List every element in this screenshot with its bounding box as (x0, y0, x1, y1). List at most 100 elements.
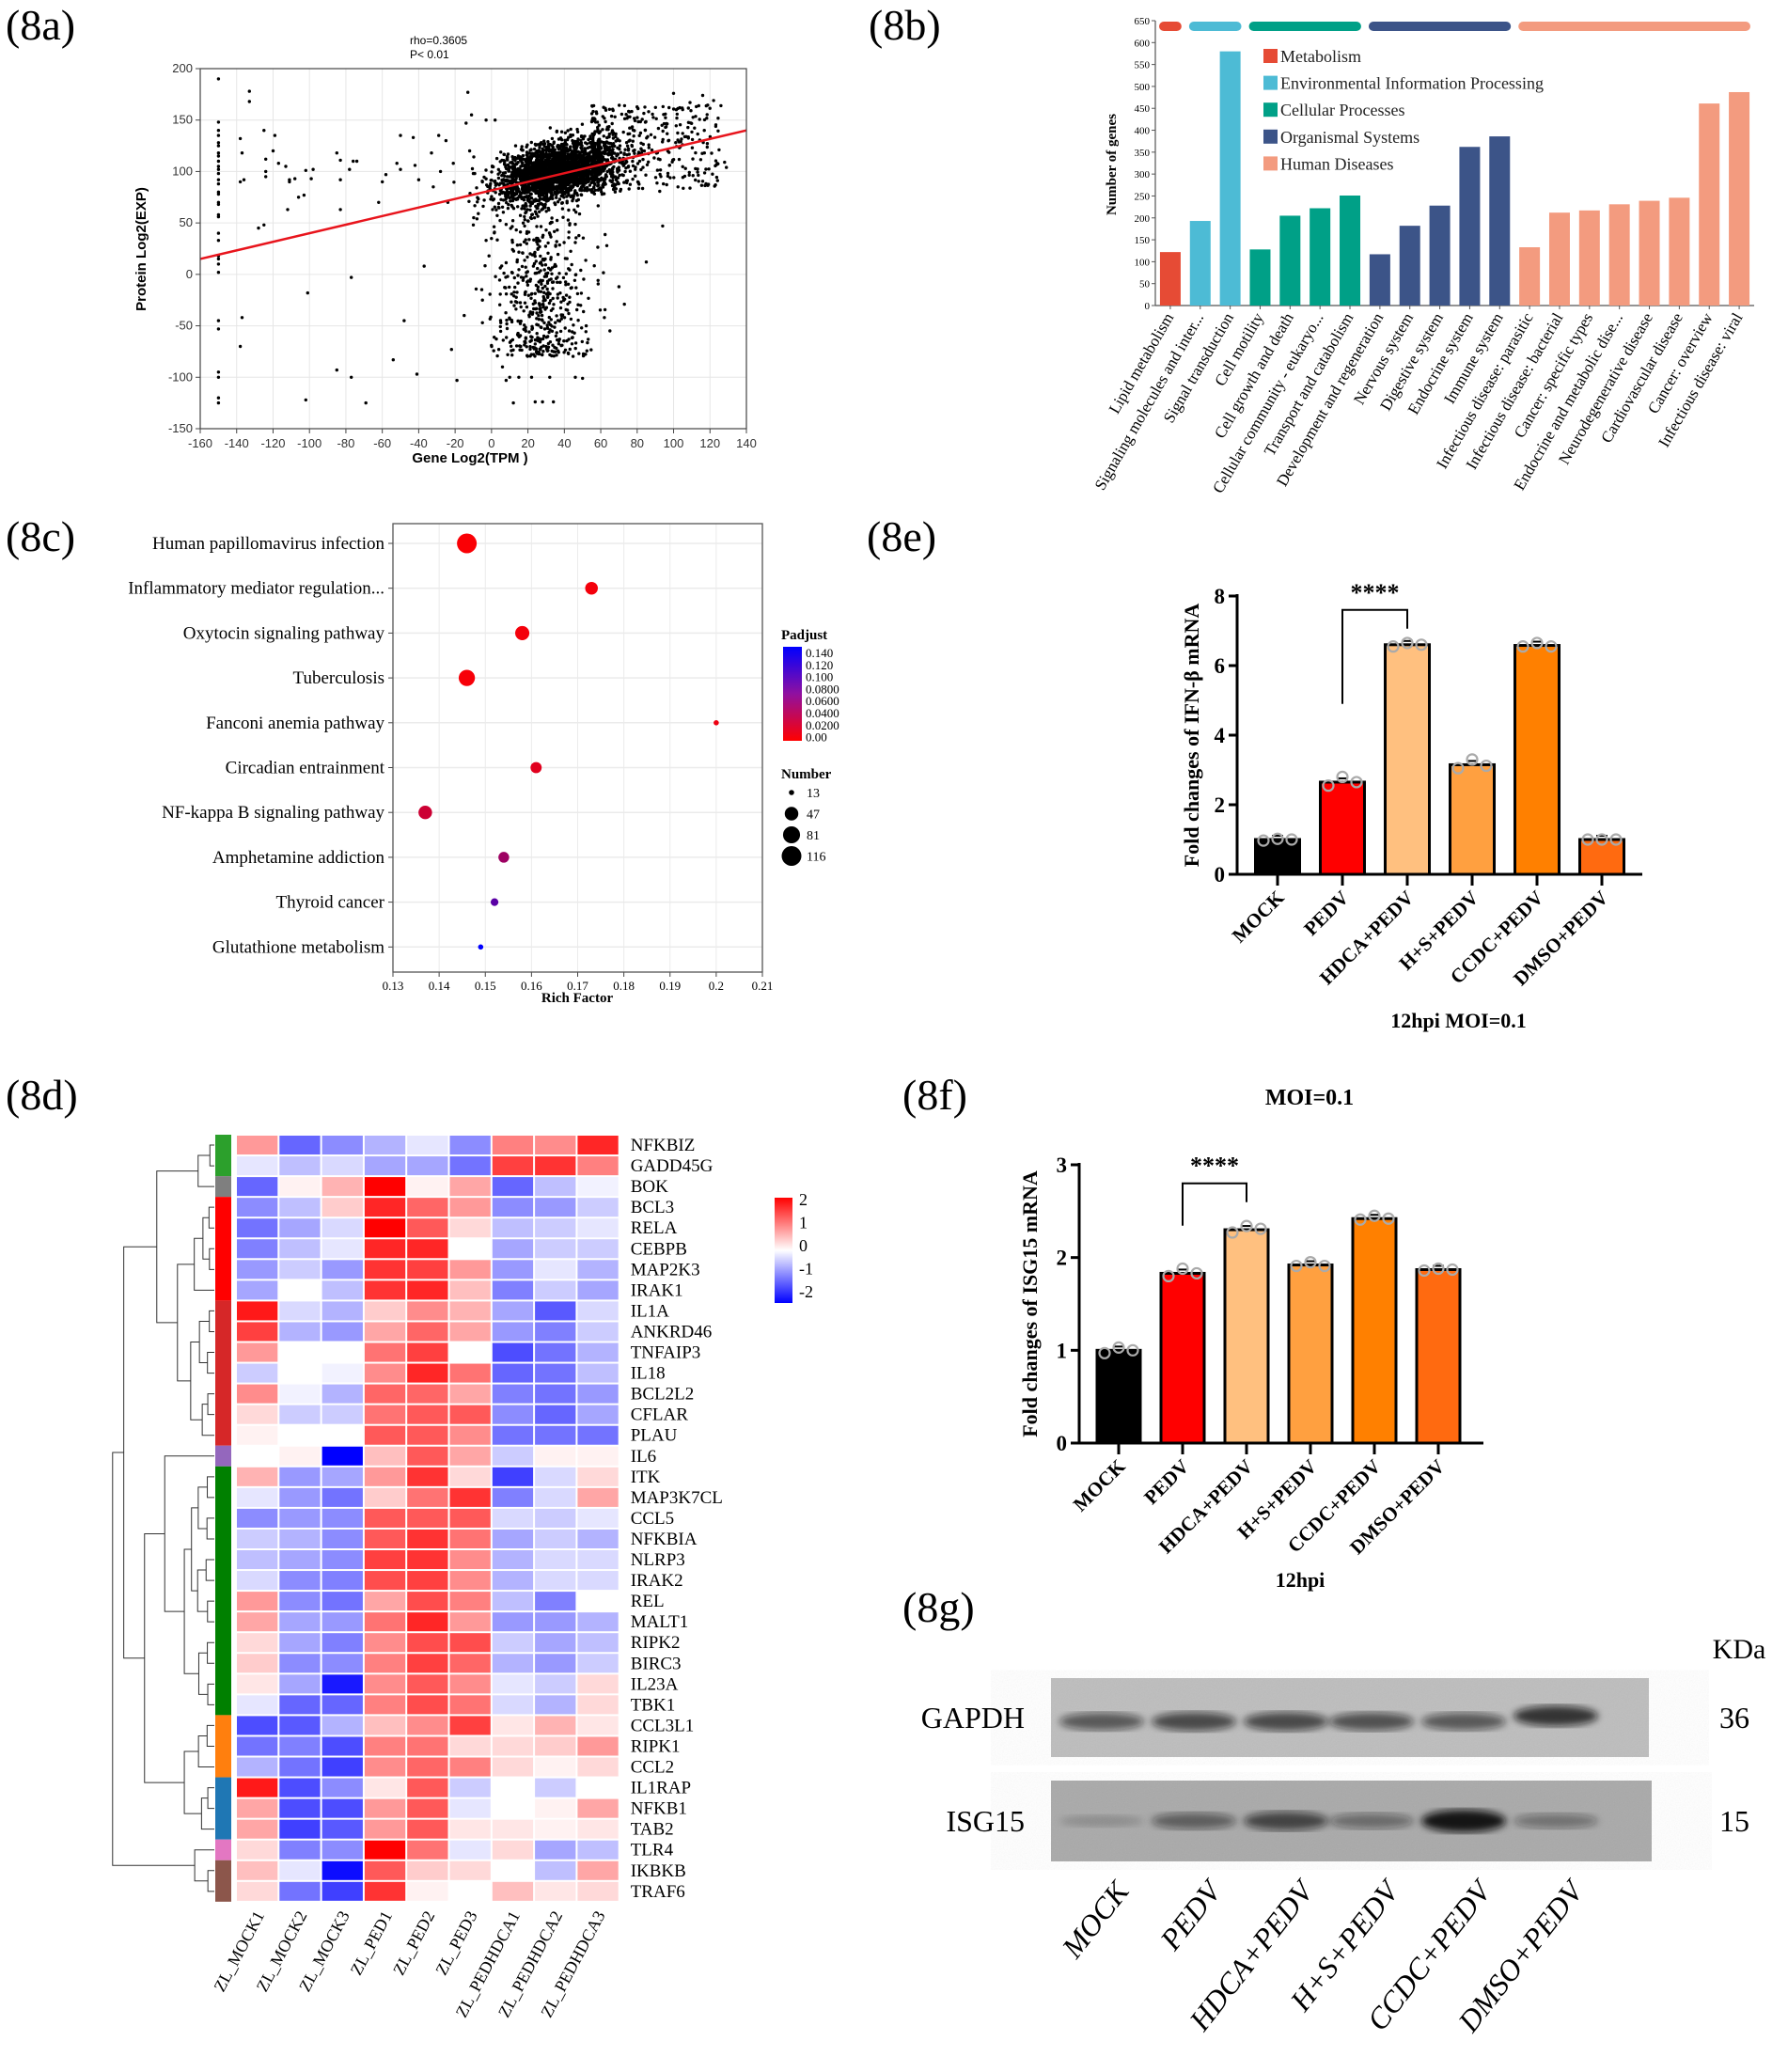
replicate-point (1530, 636, 1544, 650)
scatter-point (587, 173, 590, 177)
heatmap-cell (407, 1156, 448, 1176)
scatter-point (591, 147, 596, 150)
heatmap-cell (407, 1198, 448, 1217)
heatmap-cell (449, 1301, 491, 1321)
scatter-point (601, 128, 604, 132)
replicate-point (1190, 1266, 1203, 1280)
heatmap-cell (577, 1198, 619, 1217)
scatter-point (573, 273, 577, 277)
scatter-point (580, 171, 585, 175)
scatter-point (587, 337, 590, 341)
y-tick-label: 100 (172, 164, 193, 178)
scatter-point (514, 344, 519, 348)
y-tick-label: 4 (1215, 724, 1226, 747)
category-group-bar (1368, 22, 1512, 31)
scatter-point (531, 184, 535, 188)
scatter-point (658, 189, 662, 194)
scatter-point (474, 287, 478, 291)
scatter-point (557, 197, 562, 201)
scatter-point (504, 292, 509, 296)
scatter-point (533, 299, 537, 303)
heatmap-cell (237, 1446, 278, 1466)
gene-label: TAB2 (631, 1820, 674, 1840)
heatmap-cell (449, 1342, 491, 1362)
scatter-point (631, 177, 635, 181)
scatter-point (571, 133, 575, 137)
scatter-point (556, 280, 559, 284)
scatter-point (216, 319, 221, 322)
scatter-point (690, 146, 695, 149)
scatter-point (618, 173, 621, 178)
scatter-point (546, 271, 550, 275)
scatter-point (568, 268, 572, 272)
scatter-point (600, 190, 604, 194)
scatter-point (264, 175, 268, 179)
scatter-point (661, 129, 665, 133)
heatmap-cell (492, 1280, 534, 1300)
scatter-point (661, 104, 665, 109)
scatter-point (532, 147, 537, 151)
scatter-point (564, 283, 568, 287)
x-tick-label: 0.14 (429, 979, 450, 993)
scatter-point (523, 218, 526, 222)
scatter-point (563, 183, 568, 188)
replicate-point (1581, 833, 1594, 846)
scatter-point (618, 144, 622, 148)
dendrogram-branch (197, 1154, 214, 1187)
heatmap-cell (364, 1633, 406, 1653)
heatmap-cell (237, 1384, 278, 1404)
heatmap-cell (279, 1778, 321, 1797)
scatter-point (549, 256, 553, 259)
scatter-point (546, 349, 550, 353)
gene-label: IKBKB (631, 1861, 686, 1881)
heatmap-cell (407, 1260, 448, 1279)
scatter-point (523, 301, 527, 305)
heatmap-cell (492, 1425, 534, 1445)
heatmap-cell (535, 1840, 576, 1860)
scatter-point (545, 197, 549, 201)
scatter-point (541, 344, 545, 348)
scatter-point (714, 183, 717, 187)
y-tick-label: 650 (1135, 16, 1151, 27)
heatmap-cell (322, 1239, 363, 1259)
scatter-point (558, 329, 563, 334)
heatmap-cell (492, 1529, 534, 1548)
heatmap-cell (577, 1177, 619, 1197)
bubble-glutathione-metabolism (478, 944, 484, 950)
scatter-point (604, 119, 607, 124)
gene-label: IL1A (631, 1301, 669, 1321)
scatter-point (533, 291, 537, 295)
scatter-point (705, 142, 710, 146)
heatmap-cell (449, 1550, 491, 1570)
scatter-point (594, 155, 599, 159)
scatter-point (587, 169, 591, 173)
bar-pedv (1159, 1271, 1206, 1445)
scatter-point (304, 168, 307, 172)
heatmap-cell (577, 1860, 619, 1880)
scatter-point (592, 181, 597, 185)
heatmap-cell (322, 1695, 363, 1715)
scatter-point (554, 243, 557, 247)
scatter-point (556, 153, 559, 157)
scatter-point (591, 136, 595, 140)
scatter-point (541, 286, 544, 290)
heatmap-cell (407, 1405, 448, 1424)
scatter-point (604, 158, 609, 163)
heatmap-cell (449, 1260, 491, 1279)
scatter-point (472, 215, 476, 220)
scatter-point (559, 157, 563, 161)
scatter-point (535, 163, 539, 166)
heatmap-cell (237, 1177, 278, 1197)
scatter-point (504, 223, 509, 227)
row-cluster-bar (215, 1135, 231, 1177)
scatter-point (561, 275, 566, 280)
scatter-point (641, 165, 645, 169)
scatter-point (672, 176, 676, 180)
x-tick-label: 120 (699, 436, 720, 450)
padjust-tick-label: 0.0600 (806, 694, 839, 708)
heatmap-cell (577, 1571, 619, 1591)
scatter-point (525, 255, 529, 259)
scatter-point (510, 198, 515, 203)
scatter-point (506, 275, 510, 278)
y-tick-label: 550 (1135, 60, 1151, 71)
